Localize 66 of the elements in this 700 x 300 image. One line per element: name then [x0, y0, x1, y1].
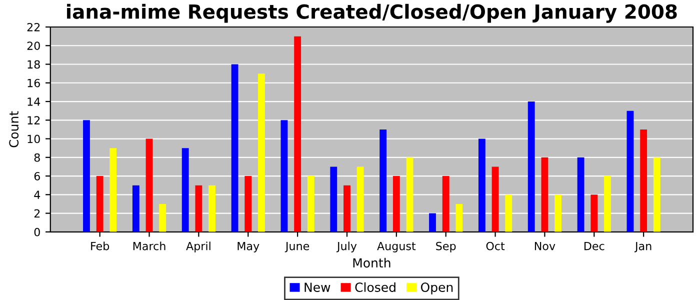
y-tick-label: 0: [34, 228, 40, 236]
legend-label: Closed: [355, 282, 396, 292]
y-tick-label: 22: [27, 22, 40, 32]
y-tick-label: 18: [28, 60, 40, 69]
bar: [541, 157, 548, 232]
bar: [554, 194, 562, 232]
bar: [159, 204, 166, 232]
x-axis-title: Month: [353, 258, 390, 268]
y-tick-label: 10: [28, 134, 40, 144]
x-tick-label: Dec: [584, 242, 604, 250]
bar: [590, 194, 598, 232]
x-tick-label: August: [377, 242, 416, 252]
bar: [653, 157, 660, 232]
bar: [505, 194, 512, 232]
x-tick-label: April: [186, 242, 210, 252]
bar: [208, 185, 216, 232]
bar: [307, 176, 314, 232]
bar: [429, 213, 436, 232]
x-tick-label: May: [238, 242, 260, 252]
x-tick-label: Jan: [634, 242, 652, 252]
y-tick-label: 14: [28, 98, 40, 106]
bar: [356, 166, 364, 232]
bar: [604, 176, 611, 232]
bar: [132, 185, 140, 232]
bar: [392, 176, 400, 232]
y-tick-label: 6: [34, 172, 40, 180]
bar: [83, 120, 90, 232]
bar: [280, 120, 288, 232]
bar: [195, 185, 202, 232]
bar: [330, 166, 338, 232]
bar: [640, 129, 648, 232]
x-tick-label: Oct: [486, 242, 505, 250]
y-tick-label: 16: [28, 78, 40, 88]
bar: [528, 102, 535, 232]
bar: [577, 157, 584, 232]
bar: [258, 74, 265, 232]
y-tick-label: 20: [27, 42, 40, 50]
bar: [626, 110, 634, 232]
legend-label: New: [304, 282, 330, 292]
y-axis-title: Count: [9, 111, 19, 148]
x-tick-label: Feb: [91, 242, 110, 250]
y-tick-label: 2: [34, 209, 40, 218]
x-tick-label: July: [336, 242, 357, 252]
bar: [344, 185, 350, 232]
x-tick-label: March: [133, 242, 166, 250]
bar: [492, 166, 499, 232]
legend-label: Open: [420, 282, 453, 294]
bar: [231, 64, 238, 232]
bar: [110, 148, 117, 232]
bar: [456, 204, 463, 232]
chart-title: iana-mime Requests Created/Closed/Open January 2008: [67, 4, 677, 23]
y-tick-label: 8: [34, 153, 40, 162]
bar: [478, 138, 486, 232]
x-tick-label: Nov: [534, 242, 556, 250]
bar: [146, 138, 153, 232]
x-tick-label: Sep: [436, 242, 456, 252]
x-tick-label: June: [284, 242, 310, 252]
bar: [96, 176, 104, 232]
y-tick-label: 4: [34, 190, 40, 199]
bar: [380, 129, 387, 232]
bar: [244, 176, 252, 232]
bar: [406, 157, 414, 232]
bar: [182, 148, 189, 232]
bar: [294, 36, 302, 232]
y-tick-label: 12: [28, 116, 40, 124]
bar: [442, 176, 450, 232]
